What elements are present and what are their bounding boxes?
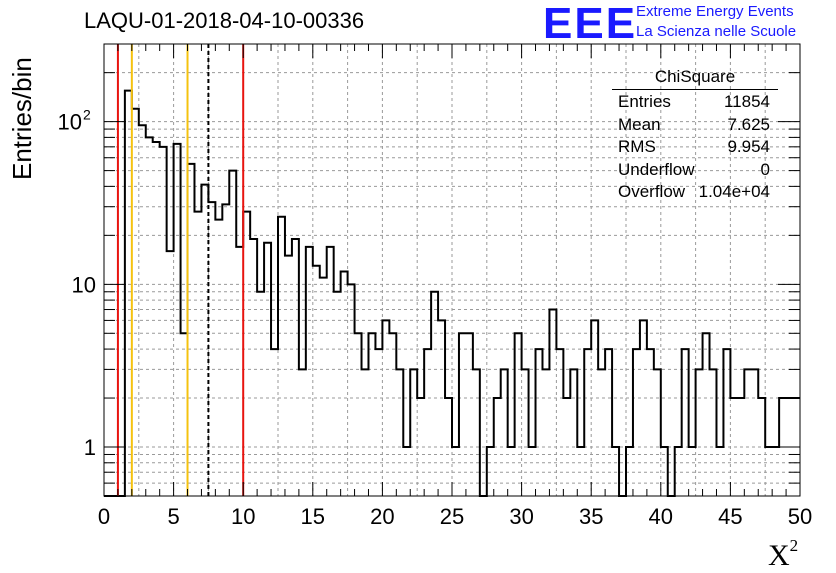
y-tick-label: 1	[84, 435, 96, 460]
stats-title: ChiSquare	[612, 67, 778, 90]
vertical-marker-lines	[116, 44, 245, 496]
stats-box: ChiSquare Entries 11854 Mean 7.625 RMS 9…	[612, 67, 778, 203]
stats-value: 0	[760, 159, 770, 179]
x-axis-label: X2	[768, 536, 798, 573]
y-tick-label: 10	[72, 272, 96, 297]
stats-value: 7.625	[727, 114, 770, 134]
x-tick-label: 15	[301, 504, 325, 529]
x-tick-label: 10	[231, 504, 255, 529]
stats-row-rms: RMS 9.954	[612, 135, 778, 158]
stats-row-underflow: Underflow 0	[612, 158, 778, 181]
stats-key: Mean	[618, 114, 661, 134]
y-tick-label: 10	[58, 110, 82, 135]
stats-value: 1.04e+04	[698, 182, 770, 201]
y-tick-label-exponent: 2	[83, 107, 91, 123]
logo-line-1: Extreme Energy Events	[636, 3, 794, 20]
stats-row-mean: Mean 7.625	[612, 113, 778, 136]
x-tick-label: 0	[98, 504, 110, 529]
stats-row-entries: Entries 11854	[612, 90, 778, 113]
stats-key: RMS	[618, 137, 656, 156]
grid-lines	[104, 44, 800, 496]
x-axis-label-superscript: 2	[789, 536, 799, 555]
stats-key: Entries	[618, 92, 671, 111]
eee-logo: EEE	[543, 0, 638, 48]
stats-key: Overflow	[618, 182, 686, 201]
stats-value: 11854	[723, 92, 770, 111]
logo-line-2: La Scienza nelle Scuole	[636, 23, 797, 40]
x-axis-label-base: X	[768, 539, 790, 572]
chart-title: LAQU-01-2018-04-10-00336	[84, 8, 365, 33]
stats-row-overflow: Overflow 1.04e+04	[612, 180, 778, 203]
x-tick-label: 40	[649, 504, 673, 529]
x-tick-label: 50	[788, 504, 812, 529]
x-tick-label: 5	[167, 504, 179, 529]
x-tick-label: 35	[579, 504, 603, 529]
x-tick-label: 30	[509, 504, 533, 529]
stats-key: Underflow	[618, 159, 695, 179]
stats-value: 9.954	[727, 137, 770, 156]
y-axis-label: Entries/bin	[7, 57, 37, 180]
x-tick-label: 45	[718, 504, 742, 529]
x-tick-label: 25	[440, 504, 464, 529]
x-tick-label: 20	[370, 504, 394, 529]
